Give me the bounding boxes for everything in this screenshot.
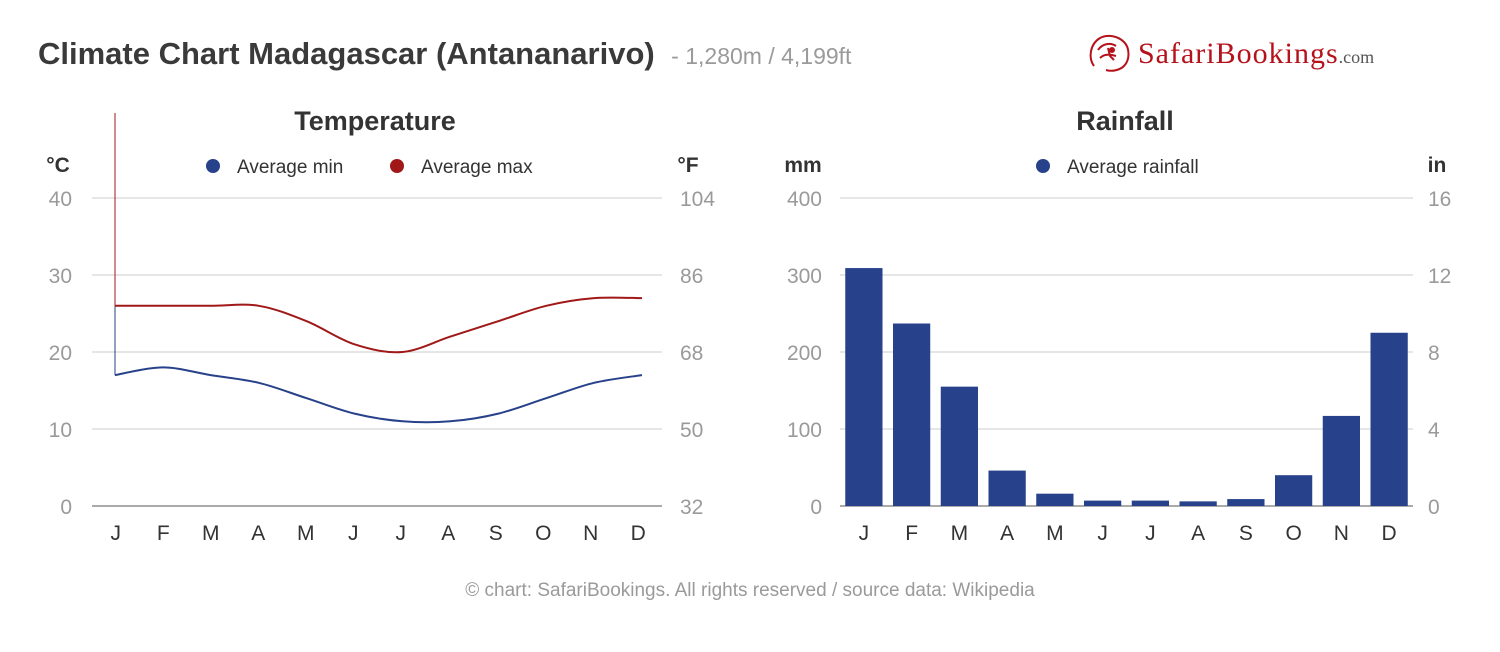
- title-row: Climate Chart Madagascar (Antananarivo) …: [38, 36, 851, 76]
- rainfall-bar: [988, 470, 1026, 506]
- x-tick-label: A: [1191, 522, 1205, 545]
- x-tick-label: M: [1046, 522, 1064, 545]
- y-tick-left: 200: [787, 342, 822, 365]
- brand-tld: .com: [1339, 47, 1375, 67]
- x-tick-label: J: [348, 522, 359, 545]
- average-min-line: [114, 366, 643, 424]
- y-tick-left: 0: [60, 496, 72, 519]
- average-max-line: [114, 296, 643, 354]
- brand-suffix: Bookings: [1216, 37, 1339, 70]
- y-tick-left: 30: [49, 265, 72, 288]
- y-tick-right: 32: [680, 496, 703, 519]
- x-tick-label: N: [583, 522, 598, 545]
- x-tick-label: A: [441, 522, 455, 545]
- brand-prefix: Safari: [1138, 37, 1216, 70]
- x-tick-label: M: [202, 522, 220, 545]
- panel-title: Temperature: [294, 106, 456, 136]
- right-axis-unit: in: [1428, 154, 1447, 177]
- rainfall-bar: [1179, 501, 1217, 506]
- y-tick-left: 100: [787, 419, 822, 442]
- brand-logo: SafariBookings.com: [1089, 34, 1374, 72]
- chart-title: Climate Chart Madagascar (Antananarivo): [38, 36, 655, 71]
- svg-text:SafariBookings.com: SafariBookings.com: [1138, 37, 1374, 70]
- rainfall-bar: [893, 323, 931, 506]
- x-tick-label: D: [1382, 522, 1397, 545]
- x-tick-label: N: [1334, 522, 1349, 545]
- lion-logo-icon: [1089, 34, 1130, 72]
- x-tick-label: J: [859, 522, 870, 545]
- x-tick-label: S: [489, 522, 503, 545]
- y-tick-right: 12: [1428, 265, 1451, 288]
- x-tick-label: J: [111, 522, 122, 545]
- x-tick-label: F: [905, 522, 918, 545]
- x-tick-label: S: [1239, 522, 1253, 545]
- right-axis-unit: °F: [677, 154, 698, 177]
- y-tick-right: 8: [1428, 342, 1440, 365]
- x-tick-label: O: [535, 522, 551, 545]
- x-tick-label: M: [297, 522, 315, 545]
- y-tick-left: 10: [49, 419, 72, 442]
- charts-canvas: Temperature °C °F Average min Average max 0 32…: [46, 106, 1451, 545]
- legend-label: Average max: [421, 157, 533, 178]
- x-tick-label: J: [1145, 522, 1156, 545]
- legend-marker-icon: [390, 159, 404, 173]
- y-tick-left: 40: [49, 188, 72, 211]
- legend-label: Average rainfall: [1067, 157, 1199, 178]
- x-tick-label: D: [631, 522, 646, 545]
- left-axis-unit: mm: [784, 154, 821, 177]
- rainfall-bar: [1370, 332, 1408, 506]
- rainfall-bar: [845, 268, 883, 506]
- y-tick-right: 104: [680, 188, 715, 211]
- y-tick-left: 300: [787, 265, 822, 288]
- rainfall-bar: [1275, 475, 1313, 506]
- legend-marker-icon: [206, 159, 220, 173]
- y-tick-right: 16: [1428, 188, 1451, 211]
- rainfall-bar: [1131, 500, 1169, 506]
- legend-label: Average min: [237, 157, 343, 178]
- x-tick-label: A: [1000, 522, 1014, 545]
- y-tick-right: 0: [1428, 496, 1440, 519]
- rainfall-bar: [940, 386, 978, 506]
- y-tick-left: 0: [810, 496, 822, 519]
- y-tick-left: 20: [49, 342, 72, 365]
- x-tick-label: F: [157, 522, 170, 545]
- footer-credit: © chart: SafariBookings. All rights rese…: [465, 580, 1035, 601]
- left-axis-unit: °C: [46, 154, 70, 177]
- legend-marker-icon: [1036, 159, 1050, 173]
- y-tick-right: 4: [1428, 419, 1440, 442]
- panel-title: Rainfall: [1076, 106, 1174, 136]
- y-tick-right: 86: [680, 265, 703, 288]
- x-tick-label: J: [396, 522, 407, 545]
- rainfall-bar: [1322, 415, 1360, 506]
- rainfall-bar: [1084, 500, 1122, 506]
- x-tick-label: A: [251, 522, 265, 545]
- y-tick-right: 50: [680, 419, 703, 442]
- x-tick-label: J: [1097, 522, 1108, 545]
- rainfall-bar: [1036, 493, 1074, 506]
- elevation-subtitle: - 1,280m / 4,199ft: [671, 43, 852, 69]
- x-tick-label: O: [1285, 522, 1301, 545]
- y-tick-left: 400: [787, 188, 822, 211]
- x-tick-label: M: [951, 522, 969, 545]
- rainfall-bar: [1227, 499, 1265, 506]
- y-tick-right: 68: [680, 342, 703, 365]
